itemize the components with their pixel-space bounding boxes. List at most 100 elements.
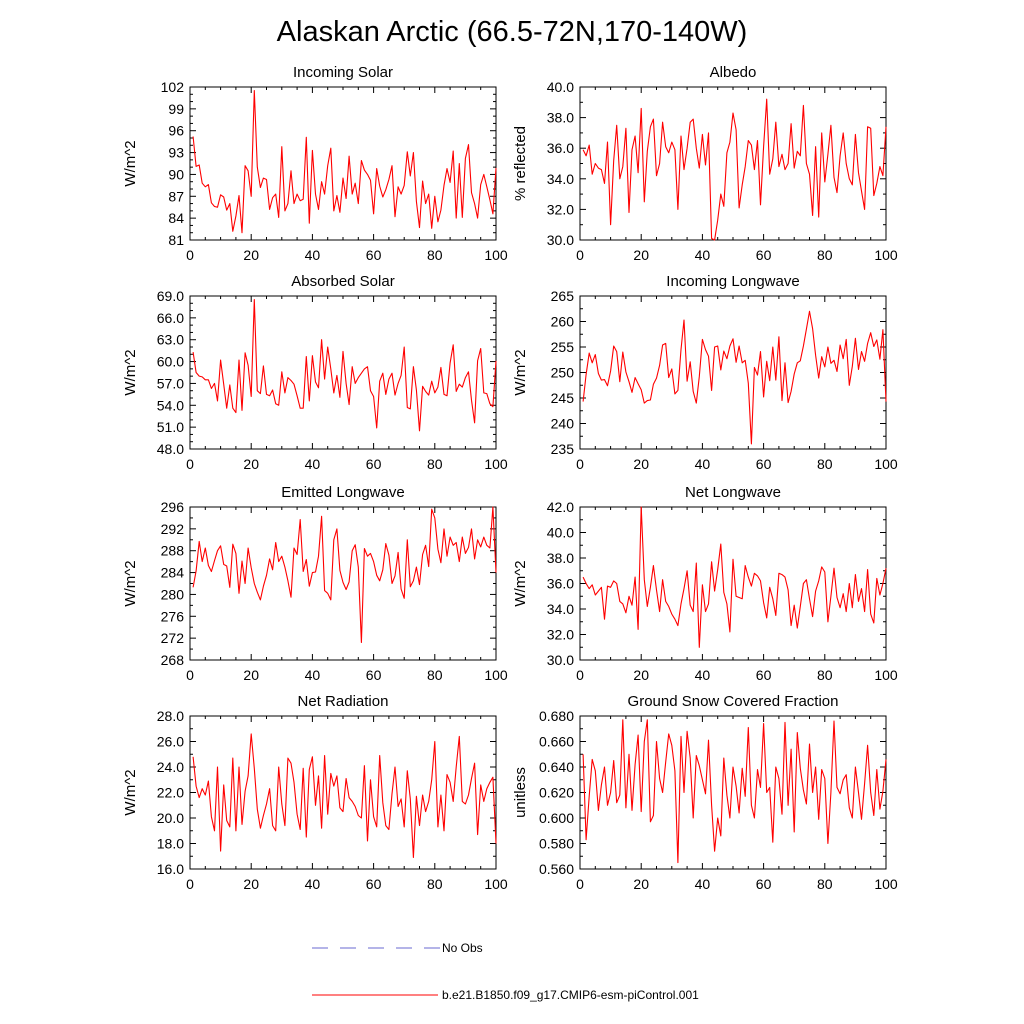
panel-title: Absorbed Solar — [291, 273, 394, 290]
y-tick-label: 268 — [161, 652, 185, 668]
x-tick-label: 20 — [633, 456, 649, 472]
y-tick-label: 51.0 — [157, 419, 184, 435]
figure-title: Alaskan Arctic (66.5-72N,170-140W) — [277, 16, 748, 48]
y-tick-label: 38.0 — [547, 550, 574, 566]
x-tick-label: 40 — [305, 667, 321, 683]
series-line — [582, 98, 887, 241]
plot-frame — [579, 86, 887, 241]
x-tick-label: 20 — [633, 876, 649, 892]
y-tick-label: 0.680 — [539, 708, 574, 724]
x-tick-label: 80 — [817, 247, 833, 263]
plot-frame — [189, 295, 497, 450]
series-line — [192, 506, 497, 644]
panel-ground-snow-covered-fraction: Ground Snow Covered Fraction unitless 0 20 4… — [512, 693, 898, 892]
x-tick-label: 0 — [186, 876, 194, 892]
x-tick-label: 100 — [874, 667, 898, 683]
x-tick-label: 20 — [633, 247, 649, 263]
panel-title: Incoming Solar — [293, 64, 393, 81]
y-axis-label: W/m^2 — [122, 349, 139, 395]
panel-absorbed-solar: Absorbed Solar W/m^2 0 20 40 60 80 100 48.0 51.0 5… — [122, 273, 508, 472]
y-tick-label: 32.0 — [547, 627, 574, 643]
y-tick-label: 60.0 — [157, 354, 184, 370]
x-tick-label: 100 — [484, 456, 508, 472]
panel-title: Net Longwave — [685, 484, 781, 501]
panel-incoming-solar: Incoming Solar W/m^2 0 20 40 60 80 100 81 84 87 90 9… — [122, 64, 508, 263]
x-tick-label: 40 — [695, 876, 711, 892]
y-tick-label: 296 — [161, 499, 185, 515]
series-line — [582, 506, 887, 648]
y-tick-label: 280 — [161, 586, 185, 602]
x-tick-label: 0 — [186, 247, 194, 263]
panel-albedo: Albedo % reflected 0 20 40 60 80 100 30.0 32.0 34.… — [512, 64, 898, 263]
y-tick-label: 34.0 — [547, 601, 574, 617]
y-tick-label: 99 — [168, 101, 184, 117]
y-tick-label: 30.0 — [547, 652, 574, 668]
series-line — [192, 299, 497, 432]
x-tick-label: 80 — [427, 247, 443, 263]
y-tick-label: 63.0 — [157, 332, 184, 348]
y-tick-label: 42.0 — [547, 499, 574, 515]
y-tick-label: 36.0 — [547, 576, 574, 592]
x-tick-label: 100 — [874, 876, 898, 892]
x-tick-label: 60 — [366, 667, 382, 683]
x-tick-label: 20 — [243, 456, 259, 472]
x-tick-label: 40 — [305, 247, 321, 263]
y-tick-label: 276 — [161, 608, 185, 624]
y-axis-label: unitless — [512, 767, 529, 818]
y-tick-label: 69.0 — [157, 288, 184, 304]
legend-label-model: b.e21.B1850.f09_g17.CMIP6-esm-piControl.… — [442, 988, 699, 1002]
x-tick-label: 0 — [576, 247, 584, 263]
legend: No Obs b.e21.B1850.f09_g17.CMIP6-esm-piC… — [312, 941, 699, 1002]
x-tick-label: 40 — [305, 456, 321, 472]
y-tick-label: 90 — [168, 166, 184, 182]
y-axis-label: W/m^2 — [122, 769, 139, 815]
y-tick-label: 0.580 — [539, 836, 574, 852]
y-tick-label: 66.0 — [157, 310, 184, 326]
x-tick-label: 0 — [576, 667, 584, 683]
y-tick-label: 22.0 — [157, 785, 184, 801]
x-tick-label: 100 — [874, 456, 898, 472]
y-tick-label: 84 — [168, 210, 184, 226]
y-tick-label: 93 — [168, 145, 184, 161]
y-tick-label: 26.0 — [157, 734, 184, 750]
y-axis-label: W/m^2 — [512, 349, 529, 395]
y-tick-label: 260 — [551, 314, 575, 330]
y-tick-label: 0.620 — [539, 785, 574, 801]
x-tick-label: 80 — [817, 456, 833, 472]
y-axis-label: W/m^2 — [122, 560, 139, 606]
y-tick-label: 38.0 — [547, 110, 574, 126]
plot-frame — [579, 506, 887, 661]
y-tick-label: 284 — [161, 565, 185, 581]
y-tick-label: 34.0 — [547, 171, 574, 187]
panel-net-longwave: Net Longwave W/m^2 0 20 40 60 80 100 30.0 32.0 34.… — [512, 484, 898, 683]
series-line — [192, 733, 497, 859]
x-tick-label: 80 — [427, 876, 443, 892]
x-tick-label: 0 — [186, 456, 194, 472]
y-tick-label: 18.0 — [157, 836, 184, 852]
x-tick-label: 60 — [366, 876, 382, 892]
plot-frame — [189, 715, 497, 870]
y-axis-label: % reflected — [512, 126, 529, 201]
x-tick-label: 80 — [427, 456, 443, 472]
y-tick-label: 24.0 — [157, 759, 184, 775]
y-tick-label: 30.0 — [547, 232, 574, 248]
panel-title: Albedo — [710, 64, 757, 81]
y-tick-label: 0.600 — [539, 810, 574, 826]
x-tick-label: 100 — [484, 247, 508, 263]
y-tick-label: 40.0 — [547, 79, 574, 95]
series-line — [582, 719, 887, 864]
x-tick-label: 60 — [756, 876, 772, 892]
x-tick-label: 100 — [874, 247, 898, 263]
x-tick-label: 40 — [695, 456, 711, 472]
x-tick-label: 60 — [366, 247, 382, 263]
y-tick-label: 255 — [551, 339, 575, 355]
x-tick-label: 20 — [243, 876, 259, 892]
x-tick-label: 0 — [186, 667, 194, 683]
x-tick-label: 80 — [817, 667, 833, 683]
x-tick-label: 60 — [366, 456, 382, 472]
y-tick-label: 81 — [168, 232, 184, 248]
panel-grid: Incoming Solar W/m^2 0 20 40 60 80 100 81 84 87 90 9… — [122, 64, 898, 892]
x-tick-label: 0 — [576, 456, 584, 472]
x-tick-label: 80 — [817, 876, 833, 892]
